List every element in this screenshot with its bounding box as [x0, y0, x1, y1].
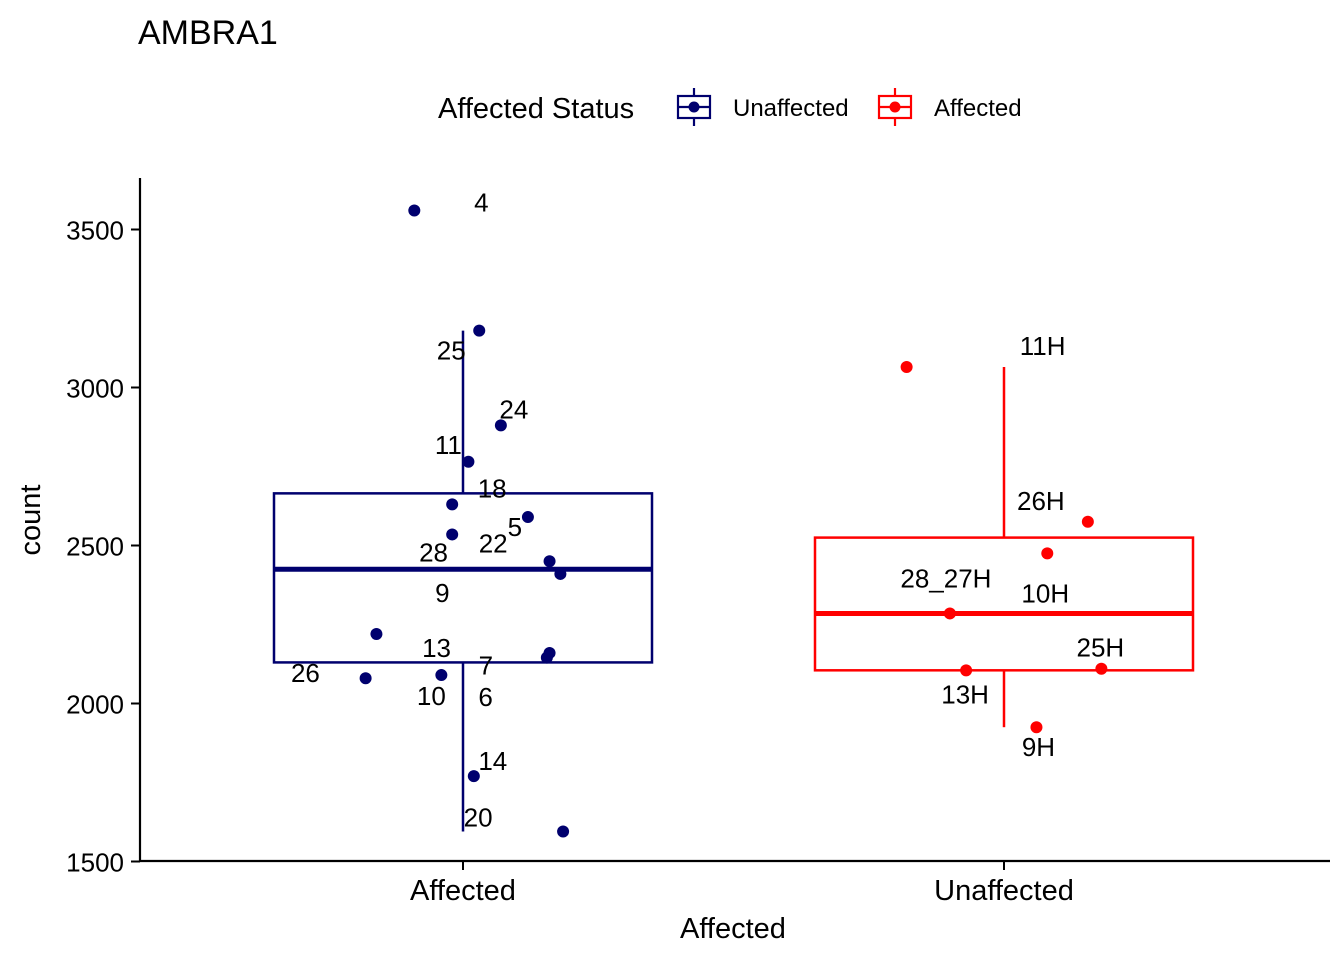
point-label: 9H [1022, 732, 1055, 762]
point-label: 13H [941, 679, 989, 709]
data-point [521, 511, 534, 524]
point-label: 20 [464, 802, 493, 832]
data-point [543, 555, 556, 568]
point-label: 13 [422, 633, 451, 663]
data-point [467, 770, 480, 783]
point-label: 14 [478, 746, 507, 776]
data-point [462, 455, 475, 468]
y-axis-label: count [15, 485, 47, 556]
point-label: 24 [499, 394, 528, 424]
data-point [435, 669, 448, 682]
data-point [473, 324, 486, 337]
box-layer [272, 330, 1195, 832]
point-label: 4 [474, 188, 488, 218]
y-tick-label: 2000 [66, 690, 124, 720]
data-point [1030, 721, 1043, 734]
y-tick-label: 3000 [66, 374, 124, 404]
point-label: 7 [479, 651, 493, 681]
point-label: 10H [1021, 578, 1069, 608]
data-point [900, 360, 913, 373]
point-layer [359, 204, 1108, 838]
x-tick-label: Affected [410, 875, 516, 907]
data-point [960, 664, 973, 677]
y-tick-label: 3500 [66, 216, 124, 246]
axes [138, 178, 1330, 863]
data-point [554, 567, 567, 580]
legend-title: Affected Status [438, 93, 634, 125]
data-point [1095, 662, 1108, 675]
point-label: 6 [478, 682, 492, 712]
data-point [943, 607, 956, 620]
point-label: 25H [1077, 633, 1125, 663]
data-point [359, 672, 372, 685]
x-axis-label: Affected [680, 913, 786, 945]
legend: Affected Status Unaffected Affected [438, 88, 1022, 126]
data-point [370, 627, 383, 640]
x-ticks: Affected Unaffected [410, 861, 1074, 907]
y-tick-label: 1500 [66, 848, 124, 878]
point-label: 11 [435, 430, 462, 460]
point-label: 25 [437, 336, 466, 366]
data-point [446, 498, 459, 511]
point-label: 28 [419, 537, 448, 567]
legend-key-point [889, 101, 901, 113]
point-label: 26 [291, 658, 320, 688]
legend-key-point [688, 101, 700, 113]
point-label: 9 [435, 578, 449, 608]
box-affected [272, 492, 654, 664]
data-point [408, 204, 421, 217]
point-label: 22 [479, 528, 508, 558]
legend-label: Unaffected [733, 95, 849, 122]
y-tick-label: 2500 [66, 532, 124, 562]
point-label: 18 [478, 473, 507, 503]
point-label: 10 [417, 681, 446, 711]
data-point [494, 419, 507, 432]
point-label: 11H [1020, 331, 1066, 361]
chart-title: AMBRA1 [138, 14, 278, 52]
data-point [540, 651, 553, 664]
data-point [1081, 515, 1094, 528]
point-label: 26H [1017, 486, 1065, 516]
legend-label: Affected [934, 95, 1022, 122]
data-point [557, 825, 570, 838]
data-point [1041, 547, 1054, 560]
point-label: 5 [508, 512, 522, 542]
point-label: 28_27H [900, 563, 991, 593]
y-ticks: 1500 2000 2500 3000 3500 [66, 216, 140, 878]
box-unaffected [813, 536, 1195, 672]
data-point [446, 528, 459, 541]
x-tick-label: Unaffected [934, 875, 1074, 907]
